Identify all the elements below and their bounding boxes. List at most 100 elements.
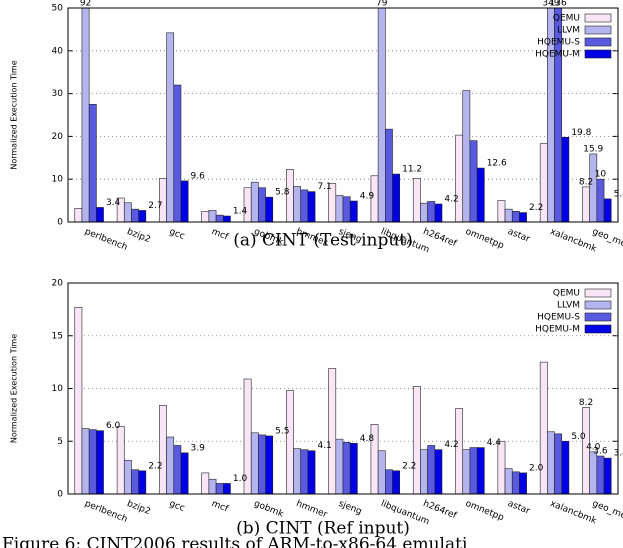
bar <box>434 203 443 222</box>
bar <box>582 186 590 222</box>
plot-frame <box>67 7 619 223</box>
data-label: 10 <box>595 170 607 180</box>
bar <box>166 436 175 494</box>
bar <box>427 201 436 222</box>
bar <box>159 405 167 494</box>
bar <box>497 200 506 222</box>
chart-caption: (a) CINT (Test input) <box>233 231 413 251</box>
legend-label: QEMU <box>553 14 580 24</box>
x-tick-label: perlbench <box>83 227 129 253</box>
legend-label: HQEMU-M <box>535 325 580 335</box>
data-label: 8.2 <box>579 177 593 187</box>
x-tick-label: gcc <box>168 499 186 514</box>
bar <box>342 196 351 222</box>
data-label: 79 <box>376 0 388 9</box>
bar <box>511 471 520 494</box>
bar <box>420 449 428 494</box>
bar <box>412 178 421 222</box>
data-label: 6.0 <box>106 421 121 431</box>
bar <box>293 186 301 222</box>
legend-swatch <box>584 25 612 35</box>
bar <box>462 90 471 222</box>
data-label: 4.9 <box>360 192 375 202</box>
bar <box>349 443 358 494</box>
bar <box>476 167 485 222</box>
bar <box>208 478 217 494</box>
bar <box>603 198 612 222</box>
bar <box>335 195 344 222</box>
bar <box>589 451 598 494</box>
bar <box>539 361 548 494</box>
bar <box>377 450 386 494</box>
y-tick-label: 20 <box>52 279 64 289</box>
data-label: 4.4 <box>487 438 502 448</box>
bar <box>286 390 294 494</box>
x-tick-label: perlbench <box>83 499 129 525</box>
figure-caption: Figure 6: CINT2006 results of ARM-to-x86… <box>2 535 468 548</box>
bar <box>385 128 393 222</box>
x-tick-label: bzip2 <box>125 499 151 517</box>
bar <box>497 440 506 494</box>
bar <box>377 8 386 222</box>
bar <box>96 207 104 222</box>
plot-frame <box>67 282 619 495</box>
x-tick-label: gobmk <box>252 499 285 520</box>
bar <box>180 452 189 494</box>
bar <box>131 208 139 222</box>
bar <box>603 457 612 494</box>
bar <box>250 181 259 222</box>
bar <box>180 180 189 222</box>
bar <box>123 202 132 222</box>
data-label: 92 <box>80 0 91 9</box>
data-label: 1.4 <box>233 207 248 217</box>
bar <box>258 187 266 222</box>
bar <box>596 178 605 222</box>
bar <box>349 200 358 222</box>
bar <box>116 426 125 494</box>
bars <box>74 306 612 494</box>
data-label: 15.9 <box>583 144 603 154</box>
bar <box>81 8 90 222</box>
bar <box>300 449 309 494</box>
data-label: 2.2 <box>402 461 416 471</box>
legend-swatch <box>584 300 612 310</box>
bar <box>243 187 252 222</box>
bar <box>385 469 393 494</box>
data-label: 4.2 <box>444 195 458 205</box>
bar <box>547 431 555 494</box>
data-label: 2.0 <box>529 463 544 473</box>
bar <box>328 368 337 494</box>
y-tick-label: 15 <box>52 331 63 341</box>
y-tick-label: 10 <box>52 384 64 394</box>
data-label: 9.6 <box>191 171 206 181</box>
data-label: 3.6 <box>593 447 608 457</box>
data-label: 12.6 <box>487 159 507 169</box>
y-tick-label: 30 <box>52 89 64 99</box>
bar <box>258 434 266 494</box>
bar <box>88 429 97 494</box>
bar <box>215 214 224 222</box>
y-tick-label: 0 <box>57 218 63 228</box>
legend-swatch <box>584 312 612 322</box>
bar <box>173 84 182 222</box>
data-label: 5.0 <box>571 432 586 442</box>
bar <box>519 212 527 222</box>
bar <box>504 208 513 222</box>
data-label: 136 <box>550 0 567 9</box>
legend-label: LLVM <box>557 26 580 36</box>
legend-label: HQEMU-M <box>535 50 580 60</box>
data-label: 2.2 <box>148 461 162 471</box>
data-label: 3.4 <box>106 198 121 208</box>
bar <box>589 153 598 222</box>
bar <box>455 134 464 222</box>
data-label: 2.2 <box>529 203 543 213</box>
bar <box>596 455 605 494</box>
bar <box>208 210 217 222</box>
legend-swatch <box>584 288 612 298</box>
data-label: 3.9 <box>191 443 206 453</box>
data-label: 5.5 <box>275 426 289 436</box>
x-tick-label: mcf <box>210 499 230 515</box>
y-tick-label: 20 <box>52 132 64 142</box>
data-label: 19.8 <box>571 128 591 138</box>
